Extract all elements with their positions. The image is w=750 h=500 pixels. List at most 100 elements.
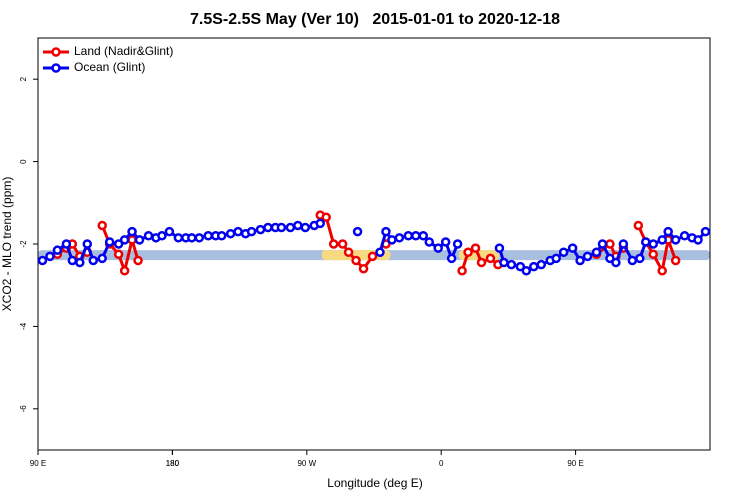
x-axis-label: Longitude (deg E) [327,476,422,490]
data-point [143,231,154,241]
data-point [387,235,397,245]
data-point [693,235,703,245]
data-point [648,249,659,260]
data-point [113,239,124,249]
data-point [173,233,184,243]
data-point [343,247,354,257]
data-point [194,233,205,243]
data-point [582,251,593,262]
data-point [97,220,107,231]
legend-marker [51,47,61,57]
data-point [293,220,303,231]
data-point [263,222,273,233]
data-point [367,251,378,262]
y-tick-label: -6 [19,405,28,413]
data-point [134,235,145,245]
data-point [567,243,578,253]
data-point [300,222,311,233]
data-point [104,237,115,247]
data-point [381,226,391,237]
x-tick-label: 90 W [297,459,316,468]
data-point [403,231,414,241]
chart-title: 7.5S-2.5S May (Ver 10) 2015-01-01 to 202… [190,11,560,28]
data-point [352,226,363,237]
data-point [575,255,585,266]
data-point [321,212,331,222]
data-point [657,235,667,245]
data-point [216,231,227,241]
data-point [246,226,257,237]
data-point [119,235,130,245]
data-point [67,255,78,266]
data-point [670,235,681,245]
data-point [315,218,325,229]
data-point [521,266,532,276]
data-point [328,239,339,249]
data-point [529,261,539,272]
data-point [605,253,615,264]
data-point [127,235,137,245]
y-tick-label: 2 [19,76,28,81]
data-point [605,239,615,249]
data-point [463,247,473,257]
data-point [61,239,72,249]
data-point [485,253,496,264]
y-axis-label: XCO2 - MLO trend (ppm) [0,177,14,312]
data-point [670,255,681,266]
data-point [358,263,369,274]
data-point [558,247,569,257]
data-point [657,266,667,276]
data-point [233,226,243,237]
data-point [440,237,451,247]
data-point [113,249,124,260]
data-point [611,257,621,268]
data-point [627,255,638,266]
data-point [337,239,348,249]
data-point [127,226,137,237]
data-point [635,253,645,264]
y-tick-label: -4 [19,322,28,330]
data-point [494,243,505,253]
data-point [164,226,175,237]
data-point [82,239,93,249]
data-point [157,231,167,241]
data-point [97,253,107,264]
data-point [52,245,63,255]
data-point [133,255,143,266]
data-point [88,255,99,266]
data-point [37,255,48,266]
data-point [394,233,405,243]
data-point [351,255,361,266]
data-point [551,253,561,264]
data-point [276,222,287,233]
data-point [203,231,213,241]
x-tick-label: 0 [439,459,444,468]
x-tick-label: 180 [166,459,180,468]
data-point [679,231,690,241]
data-point [648,239,659,249]
y-tick-label: -2 [19,240,28,248]
data-point [119,266,130,276]
data-point [375,247,385,257]
data-point [591,247,602,257]
data-point [446,253,457,264]
data-point [75,257,85,268]
data-point [424,237,435,247]
data-point [418,231,429,241]
data-point [633,220,644,231]
data-point [285,222,296,233]
data-point [45,251,55,262]
x-tick-label: 90 E [567,459,583,468]
data-point [470,243,481,253]
data-point [641,237,651,247]
data-point [499,257,509,268]
data-point [452,239,463,249]
x-tick-label: 180 [166,459,180,468]
data-point [700,226,711,237]
legend-label: Ocean (Glint) [74,60,145,74]
legend-marker [51,63,61,73]
data-point [255,224,266,235]
data-point [187,233,197,243]
